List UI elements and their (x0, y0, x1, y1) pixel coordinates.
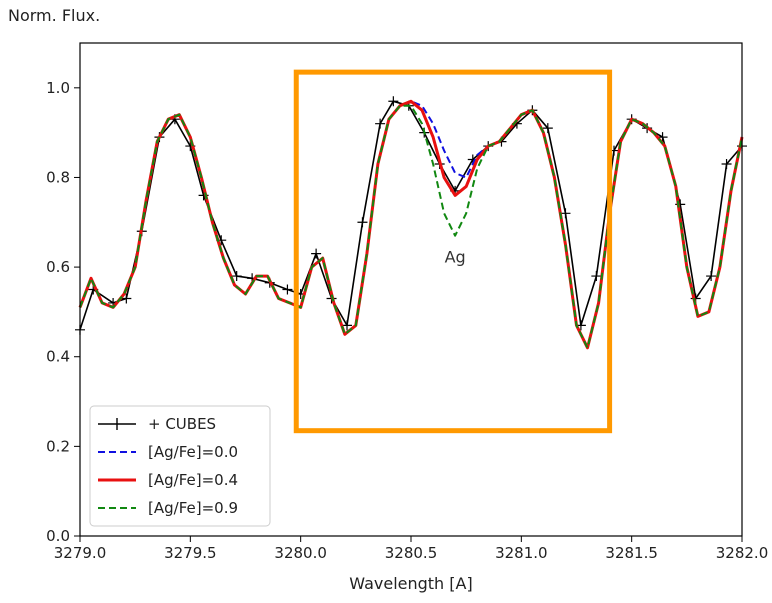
y-tick-label: 0.2 (46, 437, 70, 455)
plot-area: Ag (75, 69, 747, 434)
x-tick-label: 3279.0 (54, 544, 107, 562)
y-axis-label: Norm. Flux. (8, 6, 100, 25)
x-tick-label: 3281.5 (605, 544, 658, 562)
x-tick-label: 3280.0 (274, 544, 327, 562)
cubes-marker (375, 118, 386, 129)
y-tick-label: 0.4 (46, 348, 70, 366)
annotation-ag: Ag (445, 248, 466, 267)
legend: + CUBES [Ag/Fe]=0.0 [Ag/Fe]=0.4 [Ag/Fe]=0.9 (89, 405, 271, 527)
cubes-marker (388, 96, 399, 107)
y-tick-label: 1.0 (46, 79, 70, 97)
highlight-box (293, 69, 613, 434)
legend-label-1: [Ag/Fe]=0.0 (148, 443, 238, 461)
legend-label-0: + CUBES (148, 415, 216, 433)
x-tick-label: 3282.0 (716, 544, 769, 562)
y-tick-label: 0.6 (46, 258, 70, 276)
series-layer (75, 96, 747, 350)
cubes-marker (342, 320, 353, 331)
x-axis-label: Wavelength [A] (349, 574, 472, 593)
cubes-marker (231, 271, 242, 282)
legend-label-3: [Ag/Fe]=0.9 (148, 499, 238, 517)
x-tick-label: 3281.0 (495, 544, 548, 562)
series-line-1 (79, 100, 743, 349)
legend-frame (89, 405, 271, 527)
axis-ticks: 3279.0 3279.5 3280.0 3280.5 3281.0 3281.5 3282… (46, 79, 768, 562)
series-line-0 (79, 100, 743, 331)
cubes-marker (357, 217, 368, 228)
cubes-marker (121, 293, 132, 304)
cubes-marker (560, 208, 571, 219)
cubes-marker (706, 271, 717, 282)
plot-frame (79, 42, 743, 537)
series-line-2 (78, 99, 744, 350)
series-line-3 (79, 104, 743, 349)
cubes-marker (311, 248, 322, 259)
x-tick-label: 3280.5 (385, 544, 438, 562)
cubes-marker (282, 284, 293, 295)
x-tick-label: 3279.5 (164, 544, 217, 562)
legend-label-2: [Ag/Fe]=0.4 (148, 471, 238, 489)
y-tick-label: 0.0 (46, 527, 70, 545)
cubes-marker (591, 271, 602, 282)
cubes-marker (542, 123, 553, 134)
y-tick-label: 0.8 (46, 168, 70, 186)
cubes-marker (721, 159, 732, 170)
